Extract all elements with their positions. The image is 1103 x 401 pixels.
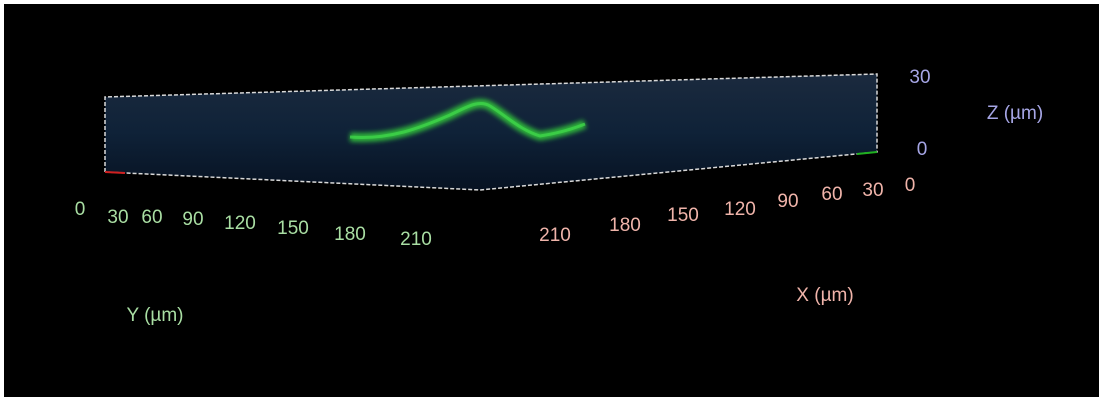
- page: Y (µm) X (µm) Z (µm) 0 30 60 90 120 150 180 210…: [0, 0, 1103, 401]
- y-tick-label: 60: [141, 207, 162, 228]
- viewer: Y (µm) X (µm) Z (µm) 0 30 60 90 120 150 180 210…: [0, 0, 1103, 401]
- y-tick-label: 120: [224, 213, 256, 234]
- origin-x: [105, 172, 125, 173]
- z-tick-label: 30: [909, 67, 930, 88]
- x-tick-label: 30: [862, 180, 883, 201]
- y-tick-label: 30: [107, 207, 128, 228]
- x-tick-label: 60: [821, 184, 842, 205]
- x-tick-label: 0: [905, 175, 916, 196]
- y-tick-label: 0: [75, 199, 86, 220]
- x-tick-label: 210: [539, 225, 571, 246]
- z-axis-title: Z (µm): [987, 103, 1043, 124]
- x-tick-label: 90: [777, 191, 798, 212]
- x-tick-label: 180: [609, 215, 641, 236]
- y-tick-label: 210: [400, 229, 432, 250]
- z-tick-label: 0: [917, 139, 928, 160]
- x-tick-label: 150: [667, 205, 699, 226]
- y-tick-label: 180: [334, 224, 366, 245]
- x-axis-title: X (µm): [796, 285, 853, 306]
- x-tick-label: 120: [724, 199, 756, 220]
- y-tick-label: 150: [277, 218, 309, 239]
- y-axis-title: Y (µm): [126, 305, 183, 326]
- y-tick-label: 90: [182, 209, 203, 230]
- viewport: [4, 4, 1099, 397]
